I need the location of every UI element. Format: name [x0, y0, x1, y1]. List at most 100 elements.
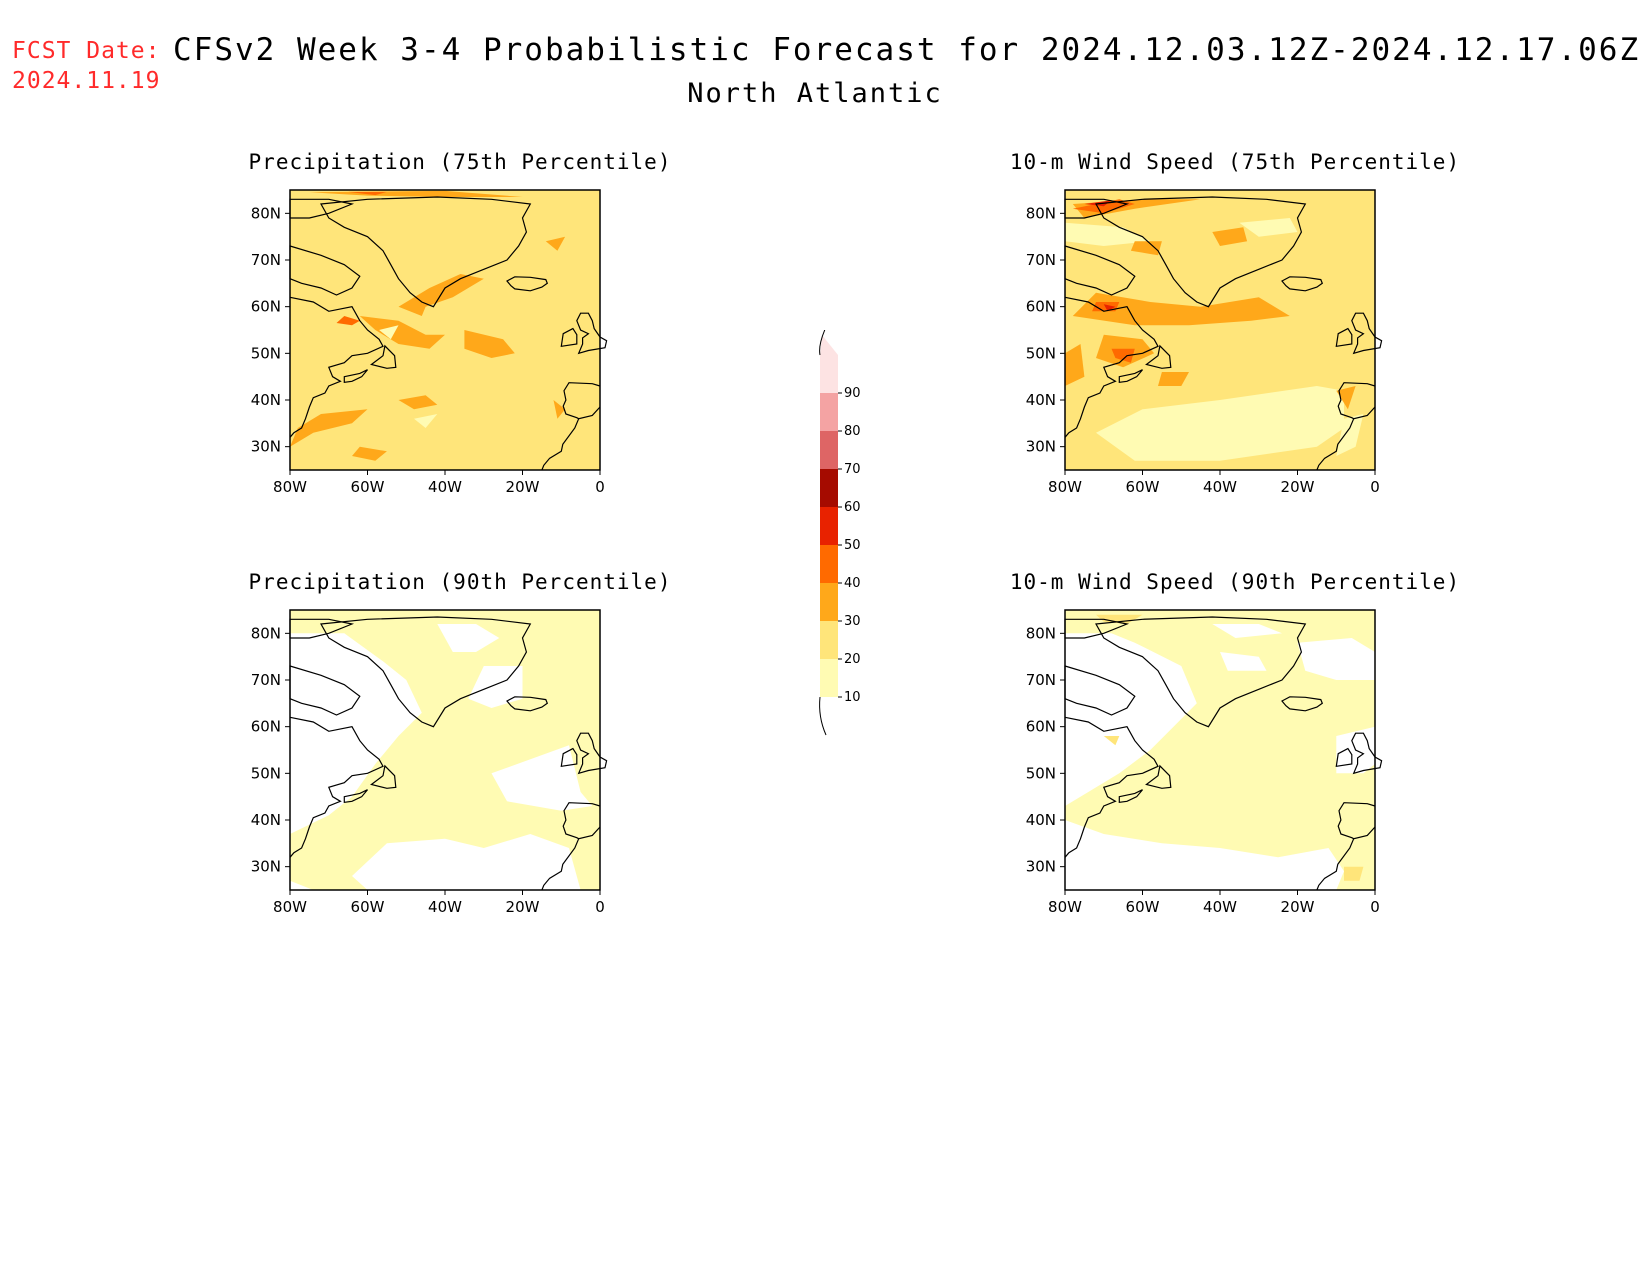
shade-level	[290, 409, 368, 447]
colorbar-label: 30	[844, 614, 860, 629]
colorbar-outline	[819, 330, 826, 356]
region-subtitle: North Atlantic	[687, 78, 943, 109]
lat-tick-label: 40N	[251, 391, 281, 409]
shaded-field	[1065, 190, 1375, 470]
coast-island	[1335, 327, 1353, 348]
coast-island	[289, 665, 361, 716]
lon-tick-label: 60W	[1126, 898, 1160, 916]
lat-tick-label: 70N	[251, 251, 281, 269]
coast-island	[320, 616, 532, 728]
shade-below-10	[1212, 624, 1282, 638]
shade-level	[1103, 304, 1116, 312]
shade-level	[545, 236, 566, 251]
coast-line	[541, 838, 580, 891]
lon-tick-label: 0	[1370, 898, 1380, 916]
coast-island	[1118, 369, 1143, 383]
lon-tick-label: 20W	[506, 898, 540, 916]
colorbar-label: 60	[844, 500, 860, 515]
lon-tick-label: 40W	[1203, 898, 1237, 916]
shade-level	[464, 330, 515, 358]
lat-tick-label: 60N	[251, 298, 281, 316]
coast-line	[562, 382, 601, 420]
coast-line	[562, 802, 601, 840]
shade-level	[1096, 614, 1143, 624]
shade-level	[1111, 348, 1135, 363]
coast-island	[1095, 196, 1307, 308]
panel-title: Precipitation (75th Percentile)	[248, 150, 672, 174]
colorbar-label: 80	[844, 424, 860, 439]
coast-island	[1281, 696, 1324, 712]
shade-level	[553, 400, 566, 419]
lat-tick-label: 50N	[1026, 344, 1056, 362]
shade-level	[379, 325, 399, 340]
coast-line	[541, 418, 580, 471]
lat-tick-label: 30N	[1026, 858, 1056, 876]
lat-tick-label: 80N	[251, 624, 281, 642]
lon-tick-label: 40W	[428, 478, 462, 496]
coast-island	[560, 327, 578, 348]
shade-below-10	[1138, 689, 1166, 708]
colorbar-bottom-cap	[820, 697, 838, 727]
shade-level	[359, 316, 445, 349]
colorbar-label: 50	[844, 538, 860, 553]
colorbar-label: 20	[844, 652, 860, 667]
shade-level	[1103, 736, 1120, 746]
coast-line	[1337, 382, 1376, 420]
shade-below-10	[1297, 638, 1375, 680]
colorbar-segment	[820, 583, 838, 621]
shaded-field	[290, 190, 600, 470]
fcst-date-label: FCST Date:	[12, 38, 161, 64]
lon-tick-label: 20W	[1281, 478, 1315, 496]
coast-island	[320, 196, 532, 308]
lon-tick-label: 0	[1370, 478, 1380, 496]
shade-below-10	[491, 745, 593, 811]
shade-level	[352, 446, 387, 461]
lon-tick-label: 40W	[428, 898, 462, 916]
shade-level	[1158, 372, 1189, 386]
shade-level	[336, 316, 360, 326]
shaded-field	[1065, 610, 1375, 890]
map-precip-75: 80N 70N 60N 50N 40N 30N 80W 60W 40W 20W 0	[251, 189, 608, 496]
coast-island	[289, 245, 361, 296]
coast-island	[1281, 276, 1324, 292]
colorbar-segment	[820, 393, 838, 431]
shade-level	[1212, 227, 1248, 246]
shade-level	[1130, 241, 1162, 256]
lon-tick-label: 60W	[1126, 478, 1160, 496]
coast-island	[1064, 245, 1136, 296]
lat-tick-label: 70N	[1026, 251, 1056, 269]
lon-tick-label: 0	[595, 478, 605, 496]
lon-tick-label: 80W	[273, 478, 307, 496]
shade-level	[1344, 866, 1364, 881]
coast-island	[343, 369, 368, 383]
panel-title: Precipitation (90th Percentile)	[248, 570, 672, 594]
coast-island	[343, 789, 368, 803]
lon-tick-label: 0	[595, 898, 605, 916]
colorbar-segment	[820, 469, 838, 507]
shade-below-10	[468, 666, 523, 708]
lat-tick-label: 30N	[251, 438, 281, 456]
coast-island	[576, 312, 608, 355]
lon-tick-label: 60W	[351, 898, 385, 916]
coastline	[289, 196, 608, 471]
lat-tick-label: 50N	[251, 344, 281, 362]
shade-base	[290, 190, 600, 470]
coast-island	[1145, 344, 1172, 369]
coast-island	[1145, 764, 1172, 789]
panel-title: 10-m Wind Speed (75th Percentile)	[1009, 150, 1461, 174]
shade-level	[414, 414, 438, 428]
panel-wind-90: 10-m Wind Speed (90th Percentile) 80N 70N…	[955, 570, 1515, 950]
lat-tick-label: 40N	[1026, 391, 1056, 409]
colorbar-label: 40	[844, 576, 860, 591]
colorbar-label: 70	[844, 462, 860, 477]
panel-wind-75: 10-m Wind Speed (75th Percentile) 80N 70N…	[955, 150, 1515, 530]
coast-line	[1337, 802, 1376, 840]
coast-line	[1064, 296, 1159, 438]
lat-tick-label: 80N	[1026, 204, 1056, 222]
lat-tick-label: 70N	[251, 671, 281, 689]
colorbar-outline	[819, 696, 827, 736]
lon-tick-label: 20W	[506, 478, 540, 496]
shade-level	[1065, 222, 1151, 246]
coast-line	[1316, 838, 1355, 891]
shade-below-10	[437, 624, 500, 652]
